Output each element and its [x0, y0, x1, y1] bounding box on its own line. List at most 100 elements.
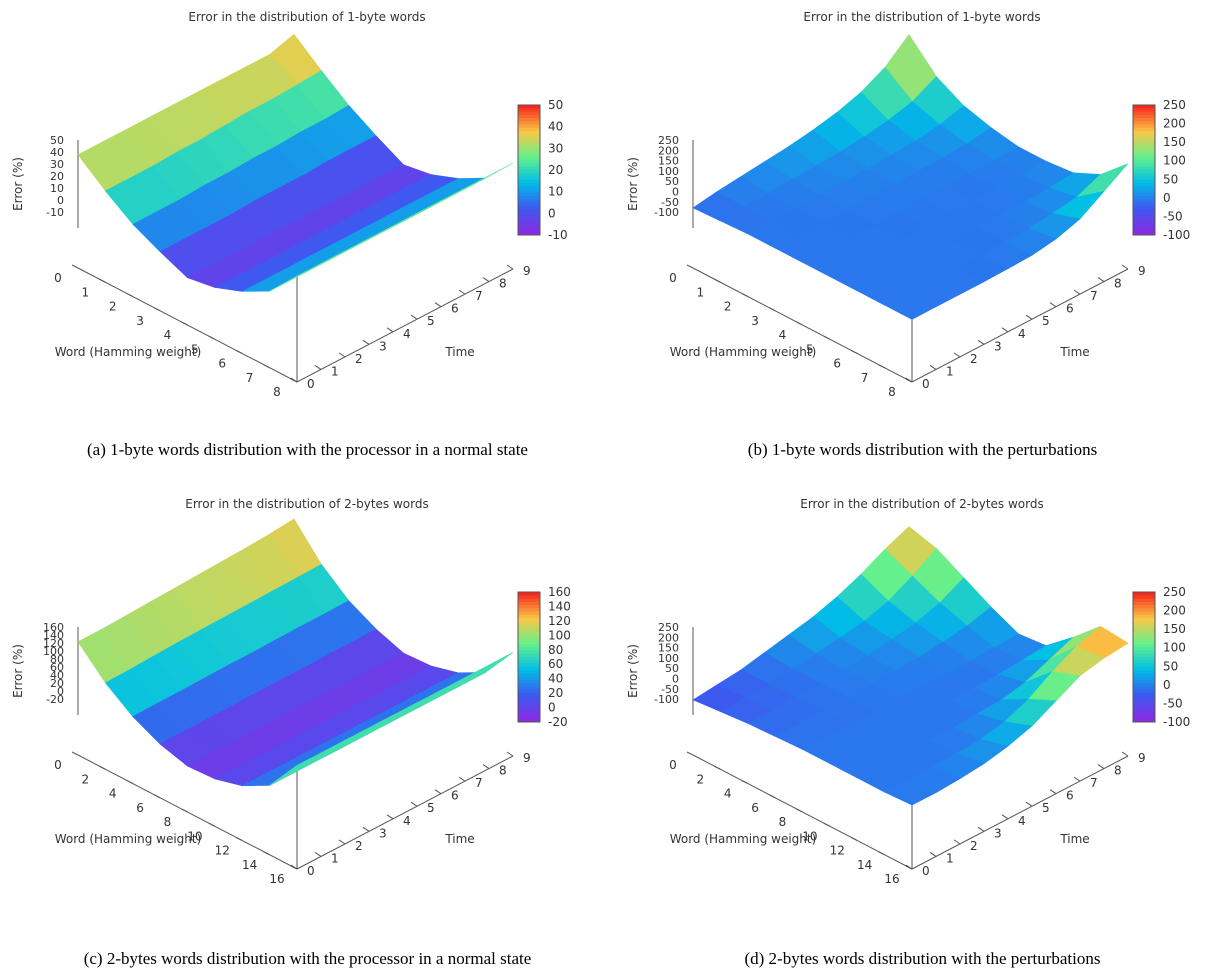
time-tick-label: 8	[1114, 764, 1122, 778]
colorbar-segment	[1133, 183, 1155, 187]
x-tick-label: 6	[751, 801, 759, 815]
colorbar-frame	[1132, 591, 1156, 723]
colorbar-frame	[517, 591, 541, 723]
time-tick-mark	[458, 776, 466, 782]
x-axis-label: Word (Hamming weight)	[55, 832, 202, 846]
z-tick-label: 50	[665, 175, 679, 188]
colorbar-tick-label: 60	[548, 657, 563, 671]
colorbar-segment	[518, 205, 540, 210]
time-tick-label: 0	[307, 864, 315, 878]
z-tick-label: -20	[46, 693, 64, 706]
surface-chart-a: Error in the distribution of 1-byte word…	[11, 10, 568, 399]
caption-c: (c) 2-bytes words distribution with the …	[83, 949, 532, 968]
colorbar-segment	[1133, 131, 1155, 135]
colorbar-segment	[518, 199, 540, 203]
x-tick-label: 7	[861, 371, 869, 385]
colorbar-segment	[1133, 150, 1155, 155]
colorbar-segment	[1133, 660, 1155, 664]
x-tick-label: 1	[697, 285, 705, 299]
colorbar-segment	[1133, 605, 1155, 609]
colorbar-segment	[518, 683, 540, 687]
colorbar-segment	[1133, 666, 1155, 671]
time-tick-label: 2	[355, 352, 363, 366]
time-tick-label: 2	[970, 839, 978, 853]
colorbar-segment	[1133, 683, 1155, 687]
z-tick-label: 40	[50, 146, 64, 159]
time-tick-label: 9	[523, 751, 531, 765]
colorbar-segment	[1133, 147, 1155, 151]
time-tick-mark	[977, 826, 985, 832]
z-tick-label: 40	[50, 669, 64, 682]
time-tick-mark	[1121, 264, 1129, 270]
colorbar-segment	[1133, 663, 1155, 668]
time-axis-label: Time	[444, 345, 474, 359]
colorbar-segment	[518, 644, 540, 648]
colorbar-segment	[518, 715, 540, 720]
colorbar-segment	[518, 709, 540, 713]
colorbar-segment	[518, 209, 540, 213]
colorbar-segment	[518, 598, 540, 603]
panel-c: Error in the distribution of 2-bytes wor…	[0, 487, 615, 974]
colorbar-segment	[518, 160, 540, 164]
x-tick-mark	[99, 278, 106, 283]
colorbar-tick-label: 80	[548, 643, 563, 657]
z-tick-label: 30	[50, 158, 64, 171]
chart-title: Error in the distribution of 1-byte word…	[803, 10, 1040, 24]
colorbar-segment	[1133, 705, 1155, 710]
colorbar-segment	[1133, 702, 1155, 707]
x-tick-mark	[878, 364, 885, 369]
panel-b: Error in the distribution of 1-byte word…	[615, 0, 1230, 487]
panel-a: Error in the distribution of 1-byte word…	[0, 0, 615, 487]
colorbar-segment	[1133, 718, 1155, 723]
x-tick-mark	[99, 765, 106, 770]
x-tick-label: 14	[242, 858, 257, 872]
colorbar-tick-label: 250	[1163, 585, 1186, 599]
time-tick-label: 8	[499, 764, 507, 778]
x-tick-mark	[153, 307, 161, 312]
colorbar-segment	[518, 121, 540, 125]
colorbar-segment	[518, 673, 540, 677]
colorbar-segment	[1133, 153, 1155, 158]
colorbar-segment	[1133, 140, 1155, 145]
x-tick-mark	[263, 851, 270, 856]
z-tick-label: -50	[661, 196, 679, 209]
colorbar-segment	[1133, 189, 1155, 194]
z-tick-label: 150	[658, 642, 679, 655]
colorbar-segment	[1133, 134, 1155, 138]
time-tick-label: 0	[307, 377, 315, 391]
colorbar-segment	[1133, 166, 1155, 171]
colorbar-segment	[518, 699, 540, 703]
colorbar-segment	[1133, 598, 1155, 603]
colorbar-segment	[518, 111, 540, 116]
colorbar-segment	[1133, 105, 1155, 109]
colorbar-segment	[518, 650, 540, 655]
colorbar-segment	[518, 170, 540, 174]
x-tick-mark	[236, 837, 243, 841]
x-tick-label: 12	[830, 844, 845, 858]
time-axis-label: Time	[444, 832, 474, 846]
time-tick-label: 9	[523, 264, 531, 278]
x-tick-mark	[796, 321, 803, 326]
x-tick-label: 4	[724, 787, 732, 801]
colorbar-segment	[1133, 611, 1155, 616]
time-tick-mark	[1121, 751, 1129, 757]
x-axis-label: Word (Hamming weight)	[55, 345, 202, 359]
colorbar-segment	[518, 657, 540, 661]
time-tick-mark	[434, 302, 442, 308]
chart-title: Error in the distribution of 2-bytes wor…	[800, 497, 1044, 511]
surface-chart-b: Error in the distribution of 1-byte word…	[626, 10, 1190, 399]
z-tick-label: -100	[654, 206, 679, 219]
colorbar-segment	[1133, 601, 1155, 606]
x-tick-label: 2	[697, 772, 705, 786]
time-tick-label: 8	[499, 277, 507, 291]
time-tick-label: 4	[1018, 814, 1026, 828]
x-tick-label: 4	[779, 328, 787, 342]
time-tick-label: 6	[1066, 789, 1074, 803]
colorbar-segment	[518, 202, 540, 207]
time-tick-label: 6	[1066, 302, 1074, 316]
colorbar-segment	[1133, 212, 1155, 216]
caption-a: (a) 1-byte words distribution with the p…	[87, 440, 528, 459]
z-tick-label: -10	[46, 206, 64, 219]
colorbar-segment	[1133, 179, 1155, 184]
x-axis-label: Word (Hamming weight)	[670, 345, 817, 359]
